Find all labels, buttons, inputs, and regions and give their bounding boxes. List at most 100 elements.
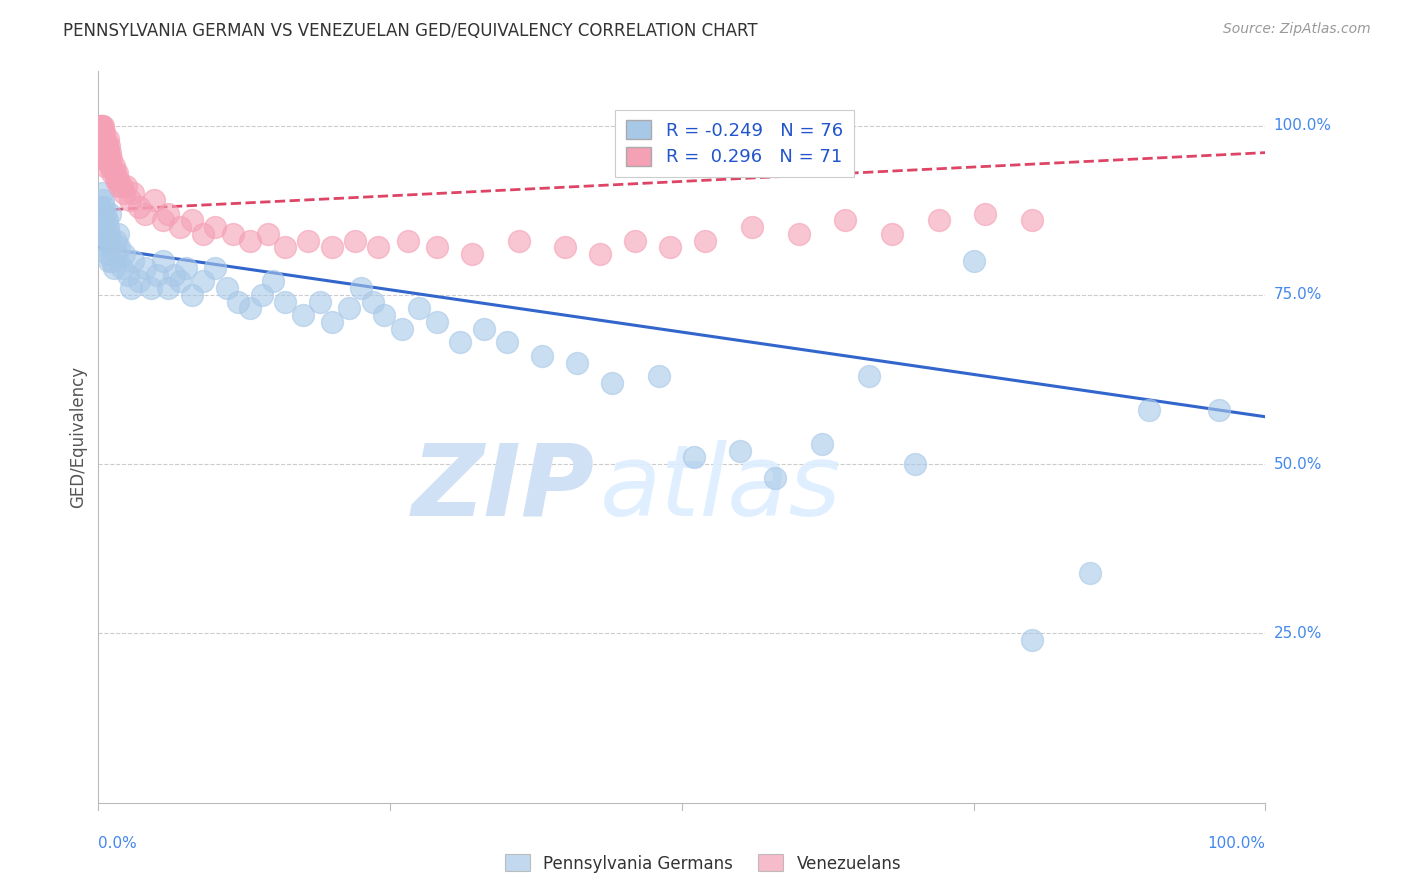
Point bbox=[880, 227, 903, 241]
Point bbox=[472, 322, 495, 336]
Point bbox=[730, 443, 752, 458]
Point bbox=[90, 139, 112, 153]
Point bbox=[98, 206, 121, 220]
Point bbox=[1208, 403, 1230, 417]
Point bbox=[152, 254, 174, 268]
Point bbox=[928, 213, 950, 227]
Point bbox=[112, 247, 135, 261]
Point bbox=[90, 213, 112, 227]
Point bbox=[787, 227, 810, 241]
Point bbox=[122, 186, 145, 201]
Point bbox=[554, 240, 576, 254]
Point bbox=[103, 260, 125, 275]
Point bbox=[1021, 633, 1043, 648]
Point bbox=[373, 308, 395, 322]
Point bbox=[90, 139, 112, 153]
Point bbox=[834, 213, 856, 227]
Point bbox=[128, 274, 150, 288]
Point bbox=[104, 234, 127, 248]
Point bbox=[97, 139, 120, 153]
Point bbox=[858, 369, 880, 384]
Point bbox=[93, 139, 115, 153]
Point bbox=[90, 132, 112, 146]
Point bbox=[139, 281, 162, 295]
Point bbox=[250, 288, 273, 302]
Point bbox=[391, 322, 413, 336]
Point bbox=[91, 220, 114, 235]
Point bbox=[112, 186, 135, 201]
Point bbox=[146, 268, 169, 282]
Point bbox=[91, 119, 114, 133]
Point bbox=[105, 247, 128, 261]
Point bbox=[90, 119, 112, 133]
Point bbox=[647, 369, 669, 384]
Point bbox=[344, 234, 367, 248]
Point bbox=[101, 254, 124, 268]
Point bbox=[90, 125, 112, 139]
Text: 75.0%: 75.0% bbox=[1274, 287, 1322, 302]
Point bbox=[221, 227, 243, 241]
Point bbox=[98, 145, 121, 160]
Point bbox=[90, 206, 112, 220]
Point bbox=[193, 227, 215, 241]
Text: ZIP: ZIP bbox=[412, 440, 595, 537]
Text: 0.0%: 0.0% bbox=[98, 836, 138, 851]
Point bbox=[94, 234, 117, 248]
Point bbox=[100, 240, 122, 254]
Legend: R = -0.249   N = 76, R =  0.296   N = 71: R = -0.249 N = 76, R = 0.296 N = 71 bbox=[614, 110, 853, 178]
Point bbox=[309, 294, 332, 309]
Point bbox=[97, 145, 120, 160]
Point bbox=[530, 349, 553, 363]
Text: 25.0%: 25.0% bbox=[1274, 626, 1322, 641]
Point bbox=[169, 220, 191, 235]
Point bbox=[659, 240, 682, 254]
Point bbox=[89, 132, 111, 146]
Point bbox=[107, 227, 129, 241]
Point bbox=[94, 159, 117, 173]
Point bbox=[589, 247, 612, 261]
Point bbox=[96, 139, 118, 153]
Point bbox=[94, 145, 117, 160]
Point bbox=[496, 335, 519, 350]
Point bbox=[682, 450, 704, 465]
Point bbox=[97, 227, 120, 241]
Point bbox=[97, 247, 120, 261]
Point bbox=[96, 213, 118, 227]
Point bbox=[239, 301, 262, 316]
Point bbox=[117, 268, 139, 282]
Point bbox=[89, 200, 111, 214]
Point bbox=[97, 132, 120, 146]
Point bbox=[91, 145, 114, 160]
Point bbox=[94, 132, 117, 146]
Text: 100.0%: 100.0% bbox=[1208, 836, 1265, 851]
Point bbox=[321, 315, 343, 329]
Point bbox=[103, 159, 125, 173]
Point bbox=[107, 172, 129, 186]
Text: PENNSYLVANIA GERMAN VS VENEZUELAN GED/EQUIVALENCY CORRELATION CHART: PENNSYLVANIA GERMAN VS VENEZUELAN GED/EQ… bbox=[63, 22, 758, 40]
Point bbox=[600, 376, 623, 390]
Point bbox=[108, 240, 131, 254]
Point bbox=[90, 186, 112, 201]
Text: atlas: atlas bbox=[600, 440, 842, 537]
Point bbox=[741, 220, 763, 235]
Point bbox=[695, 234, 717, 248]
Point bbox=[367, 240, 389, 254]
Point bbox=[1080, 566, 1102, 580]
Point bbox=[204, 220, 226, 235]
Point bbox=[193, 274, 215, 288]
Point bbox=[396, 234, 419, 248]
Point bbox=[105, 166, 128, 180]
Point bbox=[100, 153, 122, 167]
Point bbox=[104, 166, 127, 180]
Point bbox=[426, 315, 449, 329]
Point bbox=[811, 437, 834, 451]
Point bbox=[98, 234, 121, 248]
Point bbox=[143, 193, 166, 207]
Point bbox=[1137, 403, 1160, 417]
Point bbox=[461, 247, 484, 261]
Point bbox=[508, 234, 530, 248]
Point bbox=[134, 206, 156, 220]
Point bbox=[974, 206, 997, 220]
Point bbox=[93, 227, 115, 241]
Point bbox=[97, 153, 120, 167]
